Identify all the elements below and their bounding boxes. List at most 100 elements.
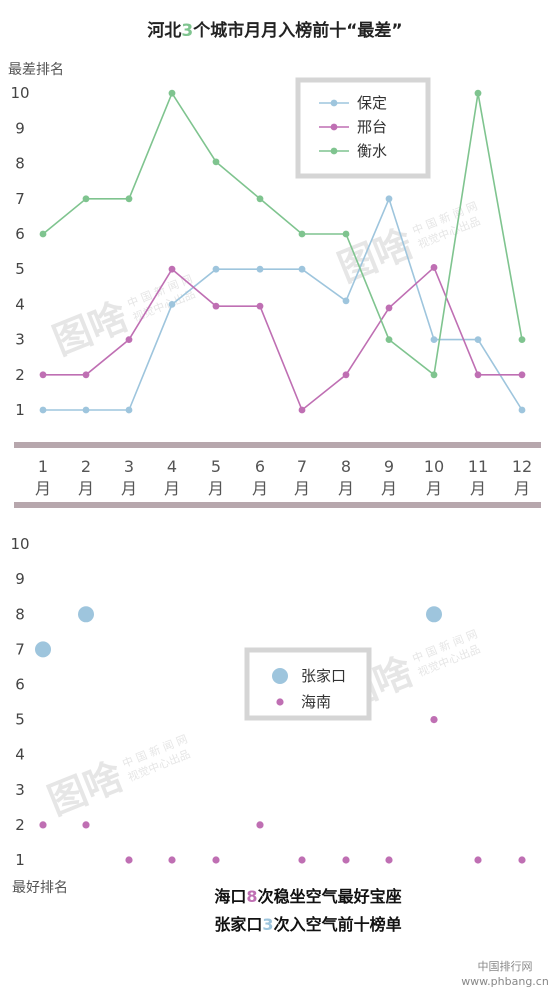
data-point — [78, 606, 94, 623]
data-point — [125, 406, 133, 414]
data-point — [430, 264, 438, 271]
title-number: 3 — [181, 21, 193, 41]
y-tick-label: 9 — [15, 119, 25, 137]
data-point — [212, 302, 220, 310]
legend-swatch-dot — [276, 698, 284, 706]
y-tick-label: 7 — [15, 640, 25, 658]
data-point — [125, 856, 133, 864]
chart-title: 河北3个城市月月入榜前十“最差” — [147, 20, 402, 41]
watermark: 图啥 中 国 新 闻 网 视觉中心出品 — [332, 199, 482, 291]
y-tick-label: 5 — [15, 260, 25, 278]
data-point — [125, 195, 133, 203]
caption-line: 张家口3次入空气前十榜单 — [214, 915, 401, 934]
caption-prefix: 海口 — [214, 887, 246, 906]
y-tick-label: 6 — [15, 676, 25, 694]
watermark-logo: 图啥 — [42, 754, 129, 823]
data-point — [298, 856, 306, 864]
legend-swatch-dot — [272, 668, 288, 684]
data-point — [426, 606, 442, 623]
data-point — [298, 406, 306, 414]
y-tick-label: 3 — [15, 781, 25, 799]
data-point — [518, 371, 526, 379]
legend-label: 衡水 — [357, 142, 387, 160]
data-point — [256, 302, 264, 310]
data-point — [39, 230, 47, 238]
series-line — [43, 266, 522, 412]
series-line — [42, 91, 523, 377]
y-tick-label: 4 — [15, 295, 25, 313]
data-point — [212, 265, 220, 273]
data-point — [82, 406, 90, 414]
data-point — [385, 304, 393, 312]
data-point — [430, 371, 438, 379]
data-point — [39, 406, 47, 414]
y-tick-label: 3 — [15, 331, 25, 349]
y-tick-label: 2 — [15, 366, 25, 384]
data-point — [342, 230, 350, 238]
y-tick-label: 2 — [15, 816, 25, 834]
title-suffix: 个城市月月入榜前十“最差” — [192, 20, 402, 41]
data-point — [474, 856, 482, 864]
y-tick-label: 8 — [15, 155, 25, 173]
data-point — [212, 856, 220, 864]
footer-url: www.phbang.cn — [461, 975, 549, 988]
caption-suffix: 次稳坐空气最好宝座 — [258, 887, 402, 906]
caption-number: 8 — [246, 887, 257, 906]
y-tick-label: 10 — [10, 535, 29, 553]
y-tick-label: 1 — [15, 401, 25, 419]
data-point — [385, 195, 393, 203]
footer-brand: 中国排行网 — [478, 959, 533, 973]
data-point — [168, 301, 176, 308]
axis-divider-bottom — [14, 502, 541, 508]
data-point — [298, 230, 306, 238]
data-point — [39, 371, 47, 379]
data-point — [474, 336, 482, 343]
axis-divider-top — [14, 442, 541, 448]
data-point — [385, 856, 393, 864]
watermark-logo: 图啥 — [47, 294, 134, 363]
data-point — [35, 641, 51, 658]
data-point — [256, 195, 264, 203]
data-point — [430, 716, 438, 724]
y-tick-label: 7 — [15, 190, 25, 208]
data-point — [256, 265, 264, 273]
y-axis-title: 最差排名 — [8, 62, 64, 78]
legend-label: 保定 — [357, 94, 387, 112]
legend-swatch-dot — [330, 123, 338, 131]
data-point — [212, 158, 220, 166]
y-tick-label: 5 — [15, 711, 25, 729]
data-point — [82, 821, 90, 829]
series-points — [39, 89, 526, 414]
watermark-layer: 图啥 中 国 新 闻 网 视觉中心出品 图啥 中 国 新 闻 网 视觉中心出品 … — [42, 199, 482, 824]
data-point — [342, 856, 350, 864]
title-prefix: 河北 — [147, 21, 181, 41]
caption-number: 3 — [262, 915, 273, 934]
legend-label: 张家口 — [301, 667, 346, 685]
legend-label: 邢台 — [357, 118, 387, 136]
series-line — [43, 196, 523, 411]
x-tick-label: 11 月 — [468, 457, 488, 498]
data-point — [518, 336, 526, 343]
x-tick-label: 12 月 — [512, 457, 532, 498]
series-points — [35, 606, 526, 864]
data-point — [474, 371, 482, 379]
data-point — [385, 336, 393, 343]
x-tick-label: 10 月 — [424, 457, 444, 498]
series-lines — [42, 91, 523, 412]
y-axis-ticks: 1 2 3 4 5 6 7 8 9 10 — [10, 535, 29, 869]
data-point — [298, 265, 306, 273]
data-point — [518, 406, 526, 414]
data-point — [125, 336, 133, 343]
x-axis-ticks: 1 月 2 月 3 月 4 月 5 月 6 月 7 月 8 月 9 月 10 月 11 月 12 月 — [35, 457, 532, 498]
